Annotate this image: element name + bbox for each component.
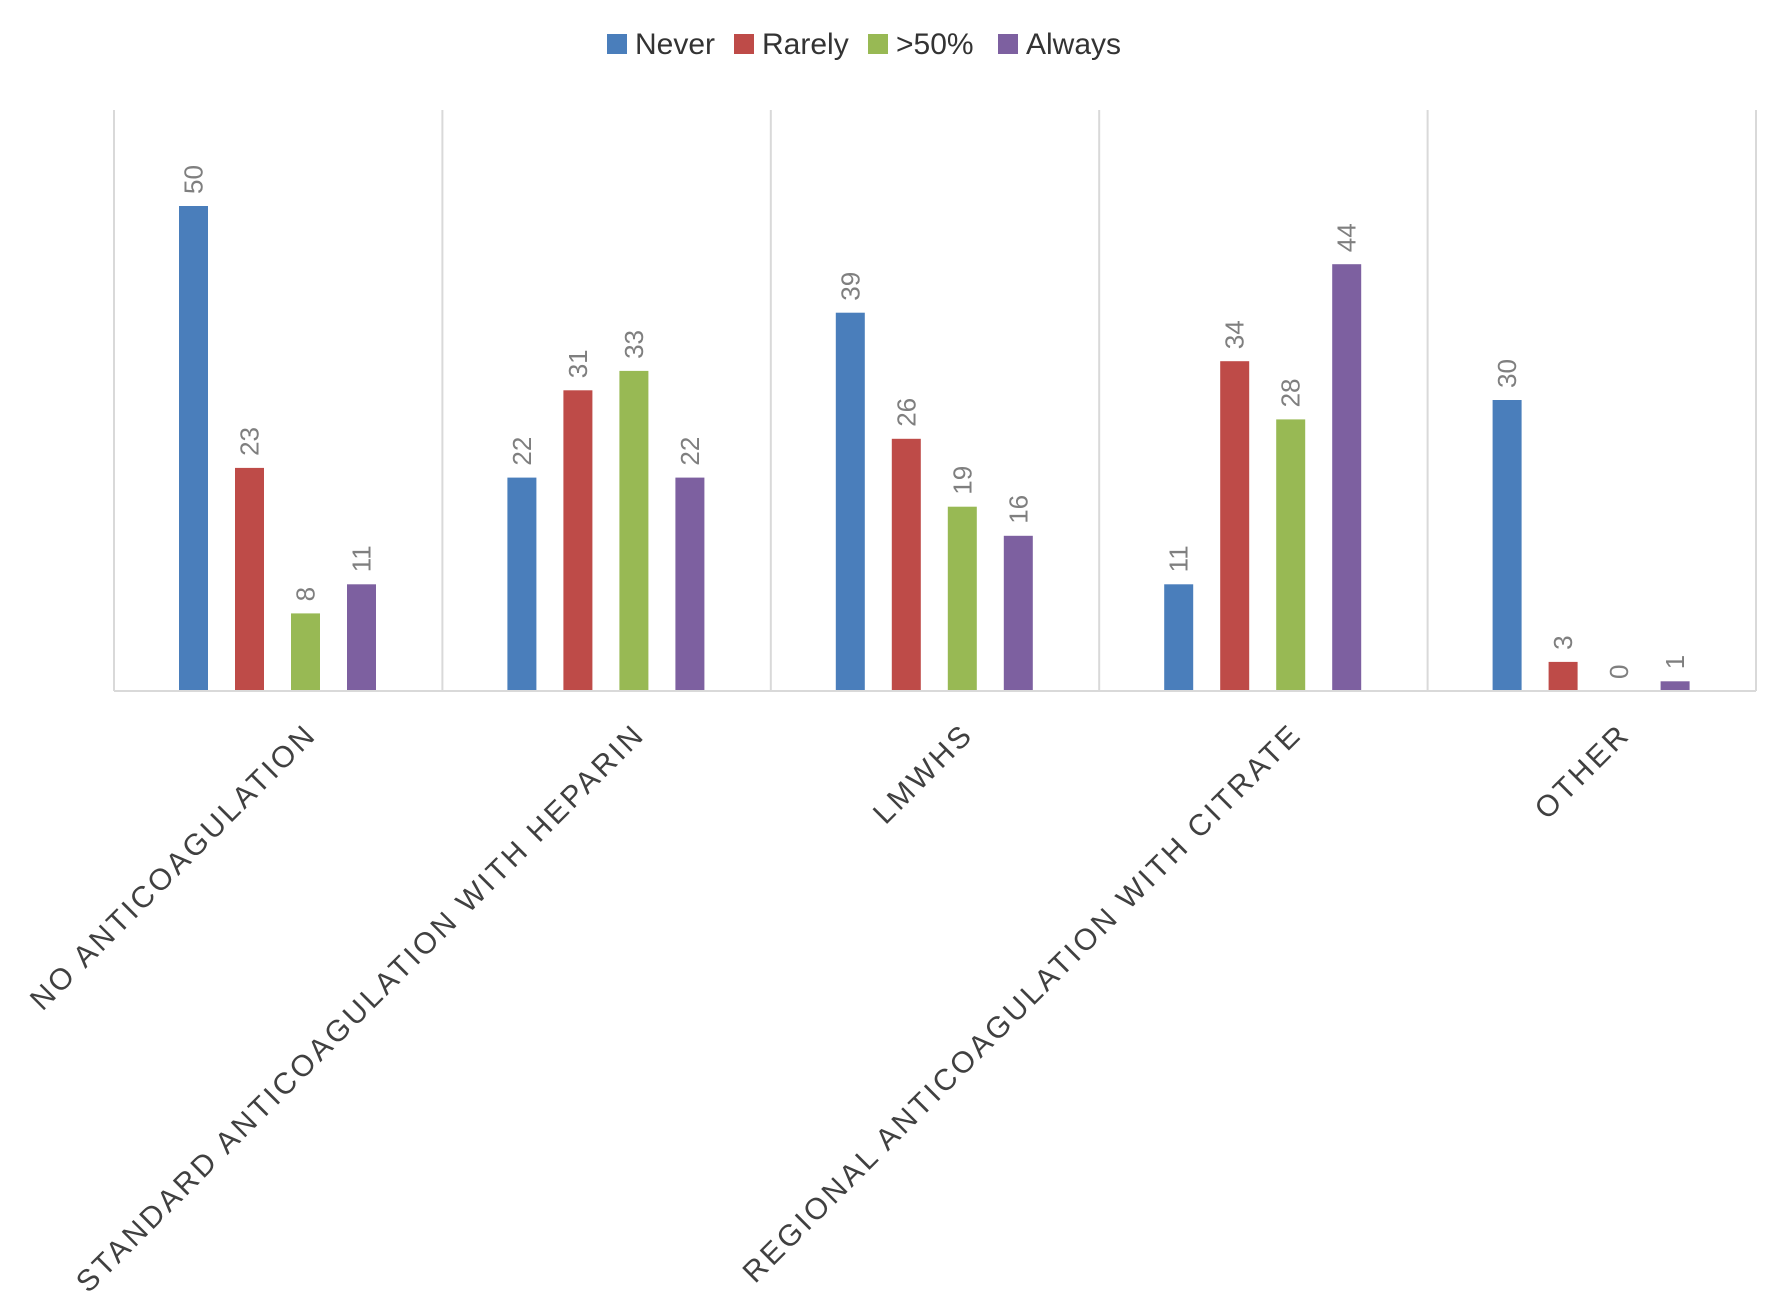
data-label-lmwhs-never: 39: [835, 272, 865, 301]
bar-regional-anticoagulation-with-citrate-never: [1164, 584, 1194, 691]
bar-other-rarely: [1548, 661, 1578, 691]
category-label-no-anticoagulation: NO ANTICOAGULATION: [24, 718, 323, 1017]
bar-no-anticoagulation-always: [347, 584, 376, 691]
data-label-no-anticoagulation-50: 8: [291, 587, 321, 601]
data-label-other-50: 0: [1604, 665, 1634, 679]
bar-standard-anticoagulation-with-heparin-50: [619, 370, 649, 691]
category-label-standard-anticoagulation-with-heparin: STANDARD ANTICOAGULATION WITH HEPARIN: [70, 718, 652, 1300]
data-label-lmwhs-rarely: 26: [891, 398, 921, 427]
bar-other-never: [1492, 400, 1522, 691]
data-label-standard-anticoagulation-with-heparin-never: 22: [507, 437, 537, 466]
category-label-other: OTHER: [1529, 718, 1637, 826]
bar-standard-anticoagulation-with-heparin-rarely: [563, 390, 593, 691]
legend-swatch-50: [868, 34, 888, 54]
data-label-regional-anticoagulation-with-citrate-rarely: 34: [1220, 320, 1250, 349]
data-label-regional-anticoagulation-with-citrate-50: 28: [1276, 378, 1306, 407]
legend-swatch-always: [998, 34, 1018, 54]
legend-label-never: Never: [635, 28, 715, 61]
data-label-other-never: 30: [1492, 359, 1522, 388]
data-label-regional-anticoagulation-with-citrate-never: 11: [1164, 545, 1194, 572]
category-label-regional-anticoagulation-with-citrate: REGIONAL ANTICOAGULATION WITH CITRATE: [737, 718, 1309, 1290]
legend-swatch-never: [607, 34, 627, 54]
bar-other-always: [1660, 681, 1690, 691]
data-label-regional-anticoagulation-with-citrate-always: 44: [1332, 223, 1362, 252]
legend-label-50: >50%: [896, 28, 974, 61]
bar-standard-anticoagulation-with-heparin-always: [675, 477, 705, 691]
data-label-no-anticoagulation-rarely: 23: [235, 427, 265, 456]
data-label-lmwhs-always: 16: [1003, 495, 1033, 524]
bar-lmwhs-never: [835, 312, 865, 691]
legend: Never Rarely >50% Always: [607, 28, 1121, 61]
bar-no-anticoagulation-never: [179, 206, 208, 691]
bar-lmwhs-always: [1003, 535, 1033, 691]
bar-regional-anticoagulation-with-citrate-50: [1276, 419, 1306, 691]
bar-regional-anticoagulation-with-citrate-rarely: [1220, 361, 1250, 691]
bar-no-anticoagulation-rarely: [235, 467, 264, 691]
category-separators: [113, 110, 1757, 691]
bar-standard-anticoagulation-with-heparin-never: [507, 477, 537, 691]
legend-label-always: Always: [1026, 28, 1121, 61]
legend-swatch-rarely: [734, 34, 754, 54]
data-label-no-anticoagulation-never: 50: [179, 165, 209, 194]
legend-label-rarely: Rarely: [762, 28, 849, 61]
data-label-lmwhs-50: 19: [947, 466, 977, 495]
bar-lmwhs-50: [947, 506, 977, 691]
data-label-other-always: 1: [1660, 655, 1690, 669]
bar-regional-anticoagulation-with-citrate-always: [1332, 264, 1362, 691]
data-label-no-anticoagulation-always: 11: [347, 545, 377, 572]
bars: [179, 206, 1690, 691]
data-label-standard-anticoagulation-with-heparin-rarely: 31: [563, 349, 593, 378]
data-label-other-rarely: 3: [1548, 635, 1578, 649]
category-label-lmwhs: LMWHS: [867, 718, 980, 831]
data-label-standard-anticoagulation-with-heparin-50: 33: [619, 330, 649, 359]
bar-no-anticoagulation-50: [291, 613, 320, 691]
data-label-standard-anticoagulation-with-heparin-always: 22: [675, 437, 705, 466]
bar-lmwhs-rarely: [891, 438, 921, 691]
